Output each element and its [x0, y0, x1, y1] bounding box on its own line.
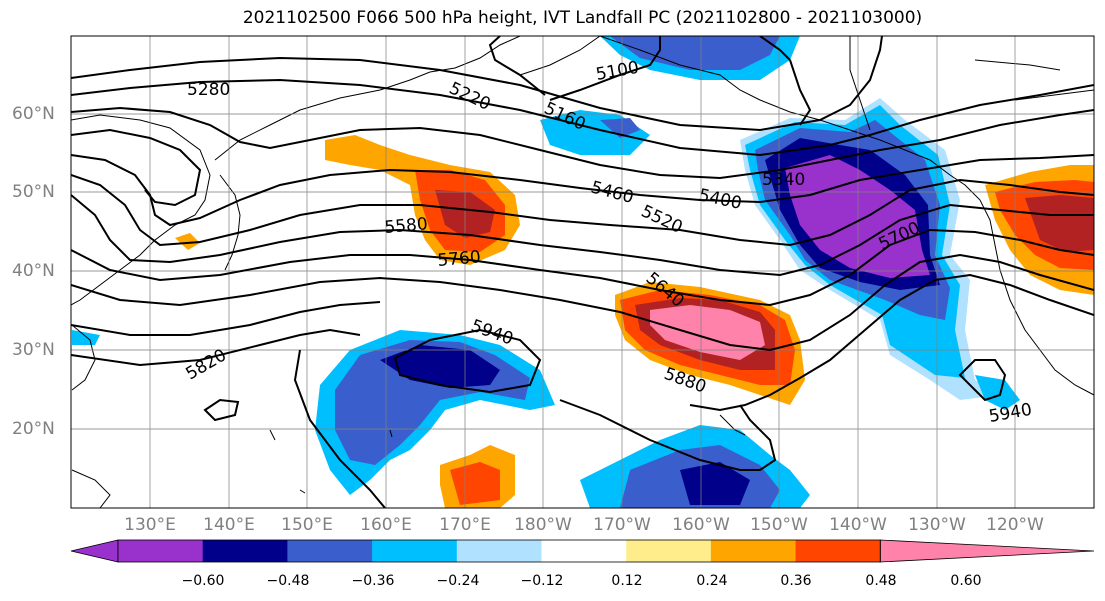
contour-label: 5340: [762, 170, 805, 190]
colorbar: [70, 539, 1095, 563]
lon-label: 140°W: [829, 515, 887, 535]
lon-label: 150°W: [750, 515, 808, 535]
height-contours: [71, 36, 1094, 508]
colorbar-tick-label: −0.60: [181, 573, 225, 589]
lon-label: 180°W: [514, 515, 572, 535]
colorbar-tick-label: −0.36: [351, 573, 395, 589]
colorbar-extend-min: [70, 539, 119, 563]
map-title: 2021102500 F066 500 hPa height, IVT Land…: [242, 8, 923, 28]
colorbar-extend-max: [879, 539, 1095, 563]
ivt-anomaly-fill: [72, 36, 1094, 508]
lon-label: 160°E: [360, 515, 412, 535]
lon-label: 170°E: [439, 515, 491, 535]
colorbar-tick-label: 0.48: [865, 573, 897, 589]
lon-label: 140°E: [203, 515, 255, 535]
colorbar-tick-label: −0.24: [436, 573, 480, 589]
lon-label: 150°E: [281, 515, 333, 535]
colorbar-segment: [287, 540, 373, 562]
colorbar-tick-label: −0.12: [520, 573, 564, 589]
lon-label: 130°E: [124, 515, 176, 535]
contour-label: 5280: [187, 80, 230, 100]
lon-label: 170°W: [593, 515, 651, 535]
colorbar-segment: [795, 540, 881, 562]
colorbar-tick-label: 0.12: [611, 573, 643, 589]
colorbar-segment: [456, 540, 542, 562]
lon-label: 160°W: [672, 515, 730, 535]
lat-label: 40°N: [12, 261, 55, 281]
colorbar-segment: [118, 540, 204, 562]
colorbar-segment: [626, 540, 712, 562]
lon-label: 130°W: [908, 515, 966, 535]
contour-label: 5760: [437, 247, 482, 271]
contour-label: 5580: [384, 214, 429, 238]
colorbar-tick-label: 0.36: [780, 573, 812, 589]
lat-label: 50°N: [12, 182, 55, 202]
colorbar-segment: [202, 540, 288, 562]
lat-label: 20°N: [12, 419, 55, 439]
colorbar-tick-label: 0.24: [696, 573, 728, 589]
colorbar-tick-label: 0.60: [950, 573, 982, 589]
lat-label: 60°N: [12, 104, 55, 124]
lat-label: 30°N: [12, 340, 55, 360]
colorbar-outline: [117, 539, 881, 563]
colorbar-tick-label: −0.48: [266, 573, 310, 589]
lon-label: 120°W: [986, 515, 1044, 535]
colorbar-segment: [372, 540, 458, 562]
colorbar-segment: [541, 540, 627, 562]
colorbar-segment: [710, 540, 797, 562]
